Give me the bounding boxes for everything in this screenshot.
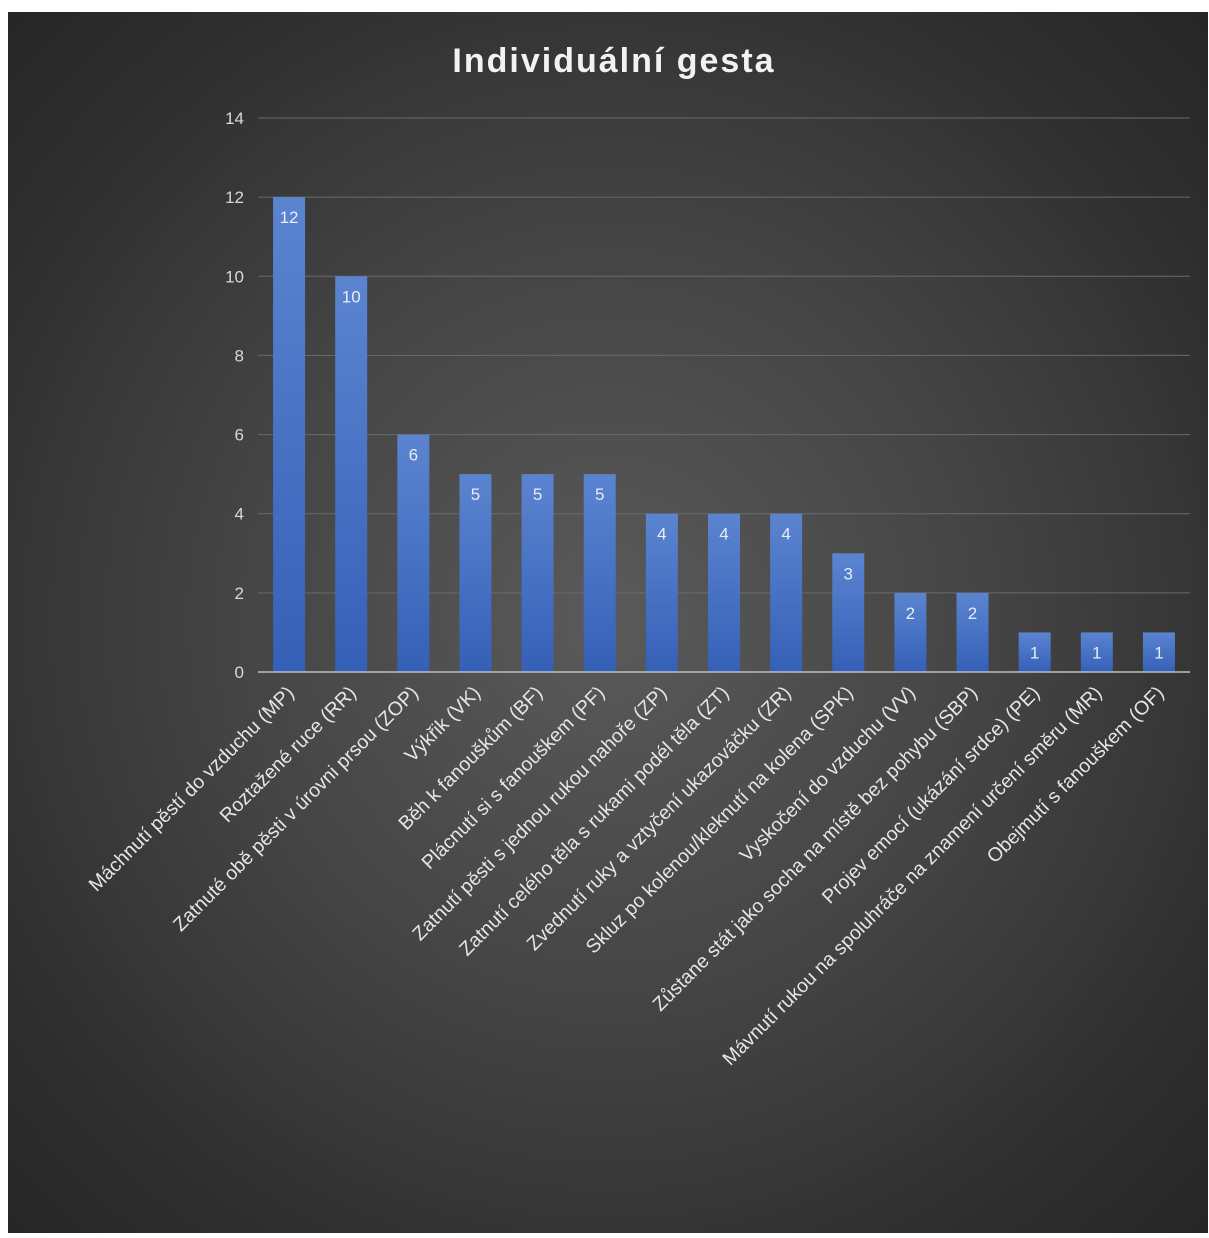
bar bbox=[770, 513, 803, 672]
x-axis-ticks: Máchnutí pěstí do vzduchu (MP)Roztažené … bbox=[85, 682, 1169, 1070]
data-label: 4 bbox=[657, 525, 666, 544]
bar bbox=[583, 474, 616, 672]
chart-title: Individuální gesta bbox=[452, 42, 775, 80]
y-tick-label: 12 bbox=[225, 188, 244, 207]
bar bbox=[335, 276, 368, 672]
data-labels: 12 10 6 5 5 5 4 4 4 3 2 2 1 1 1 bbox=[280, 208, 1164, 662]
data-label: 10 bbox=[342, 287, 361, 306]
y-tick-label: 2 bbox=[235, 584, 244, 603]
y-tick-label: 6 bbox=[235, 426, 244, 445]
bar bbox=[459, 474, 492, 672]
y-tick-label: 8 bbox=[235, 346, 244, 365]
y-tick-label: 4 bbox=[235, 505, 244, 524]
y-tick-label: 10 bbox=[225, 267, 244, 286]
data-label: 3 bbox=[844, 564, 853, 583]
bar bbox=[273, 197, 306, 672]
bar bbox=[1018, 632, 1051, 672]
bar bbox=[894, 592, 927, 672]
data-label: 5 bbox=[533, 485, 542, 504]
data-label: 5 bbox=[595, 485, 604, 504]
bars bbox=[273, 197, 1175, 672]
bar bbox=[832, 553, 865, 672]
x-tick-label: Projev emocí (ukázání srdce) (PE) bbox=[818, 682, 1044, 908]
data-label: 1 bbox=[1154, 643, 1163, 662]
data-label: 6 bbox=[409, 446, 418, 465]
bar bbox=[521, 474, 554, 672]
bar bbox=[1080, 632, 1113, 672]
data-label: 4 bbox=[781, 525, 790, 544]
data-label: 12 bbox=[280, 208, 299, 227]
y-tick-label: 0 bbox=[235, 663, 244, 682]
bar bbox=[1142, 632, 1175, 672]
data-label: 4 bbox=[719, 525, 728, 544]
x-tick-label: Zatnuté obě pěsti v úrovni prsou (ZOP) bbox=[169, 682, 423, 936]
bar bbox=[397, 434, 430, 672]
data-label: 2 bbox=[906, 604, 915, 623]
data-label: 1 bbox=[1030, 643, 1039, 662]
y-tick-label: 14 bbox=[225, 109, 244, 128]
data-label: 1 bbox=[1092, 643, 1101, 662]
bar bbox=[956, 592, 989, 672]
bar bbox=[708, 513, 740, 672]
bar bbox=[645, 513, 678, 672]
data-label: 2 bbox=[968, 604, 977, 623]
y-axis-ticks: 0 2 4 6 8 10 12 14 bbox=[225, 109, 244, 682]
chart-frame: Individuální gesta 0 2 4 6 8 10 12 14 12 10 6 5 5 5 4… bbox=[8, 12, 1208, 1233]
data-label: 5 bbox=[471, 485, 480, 504]
